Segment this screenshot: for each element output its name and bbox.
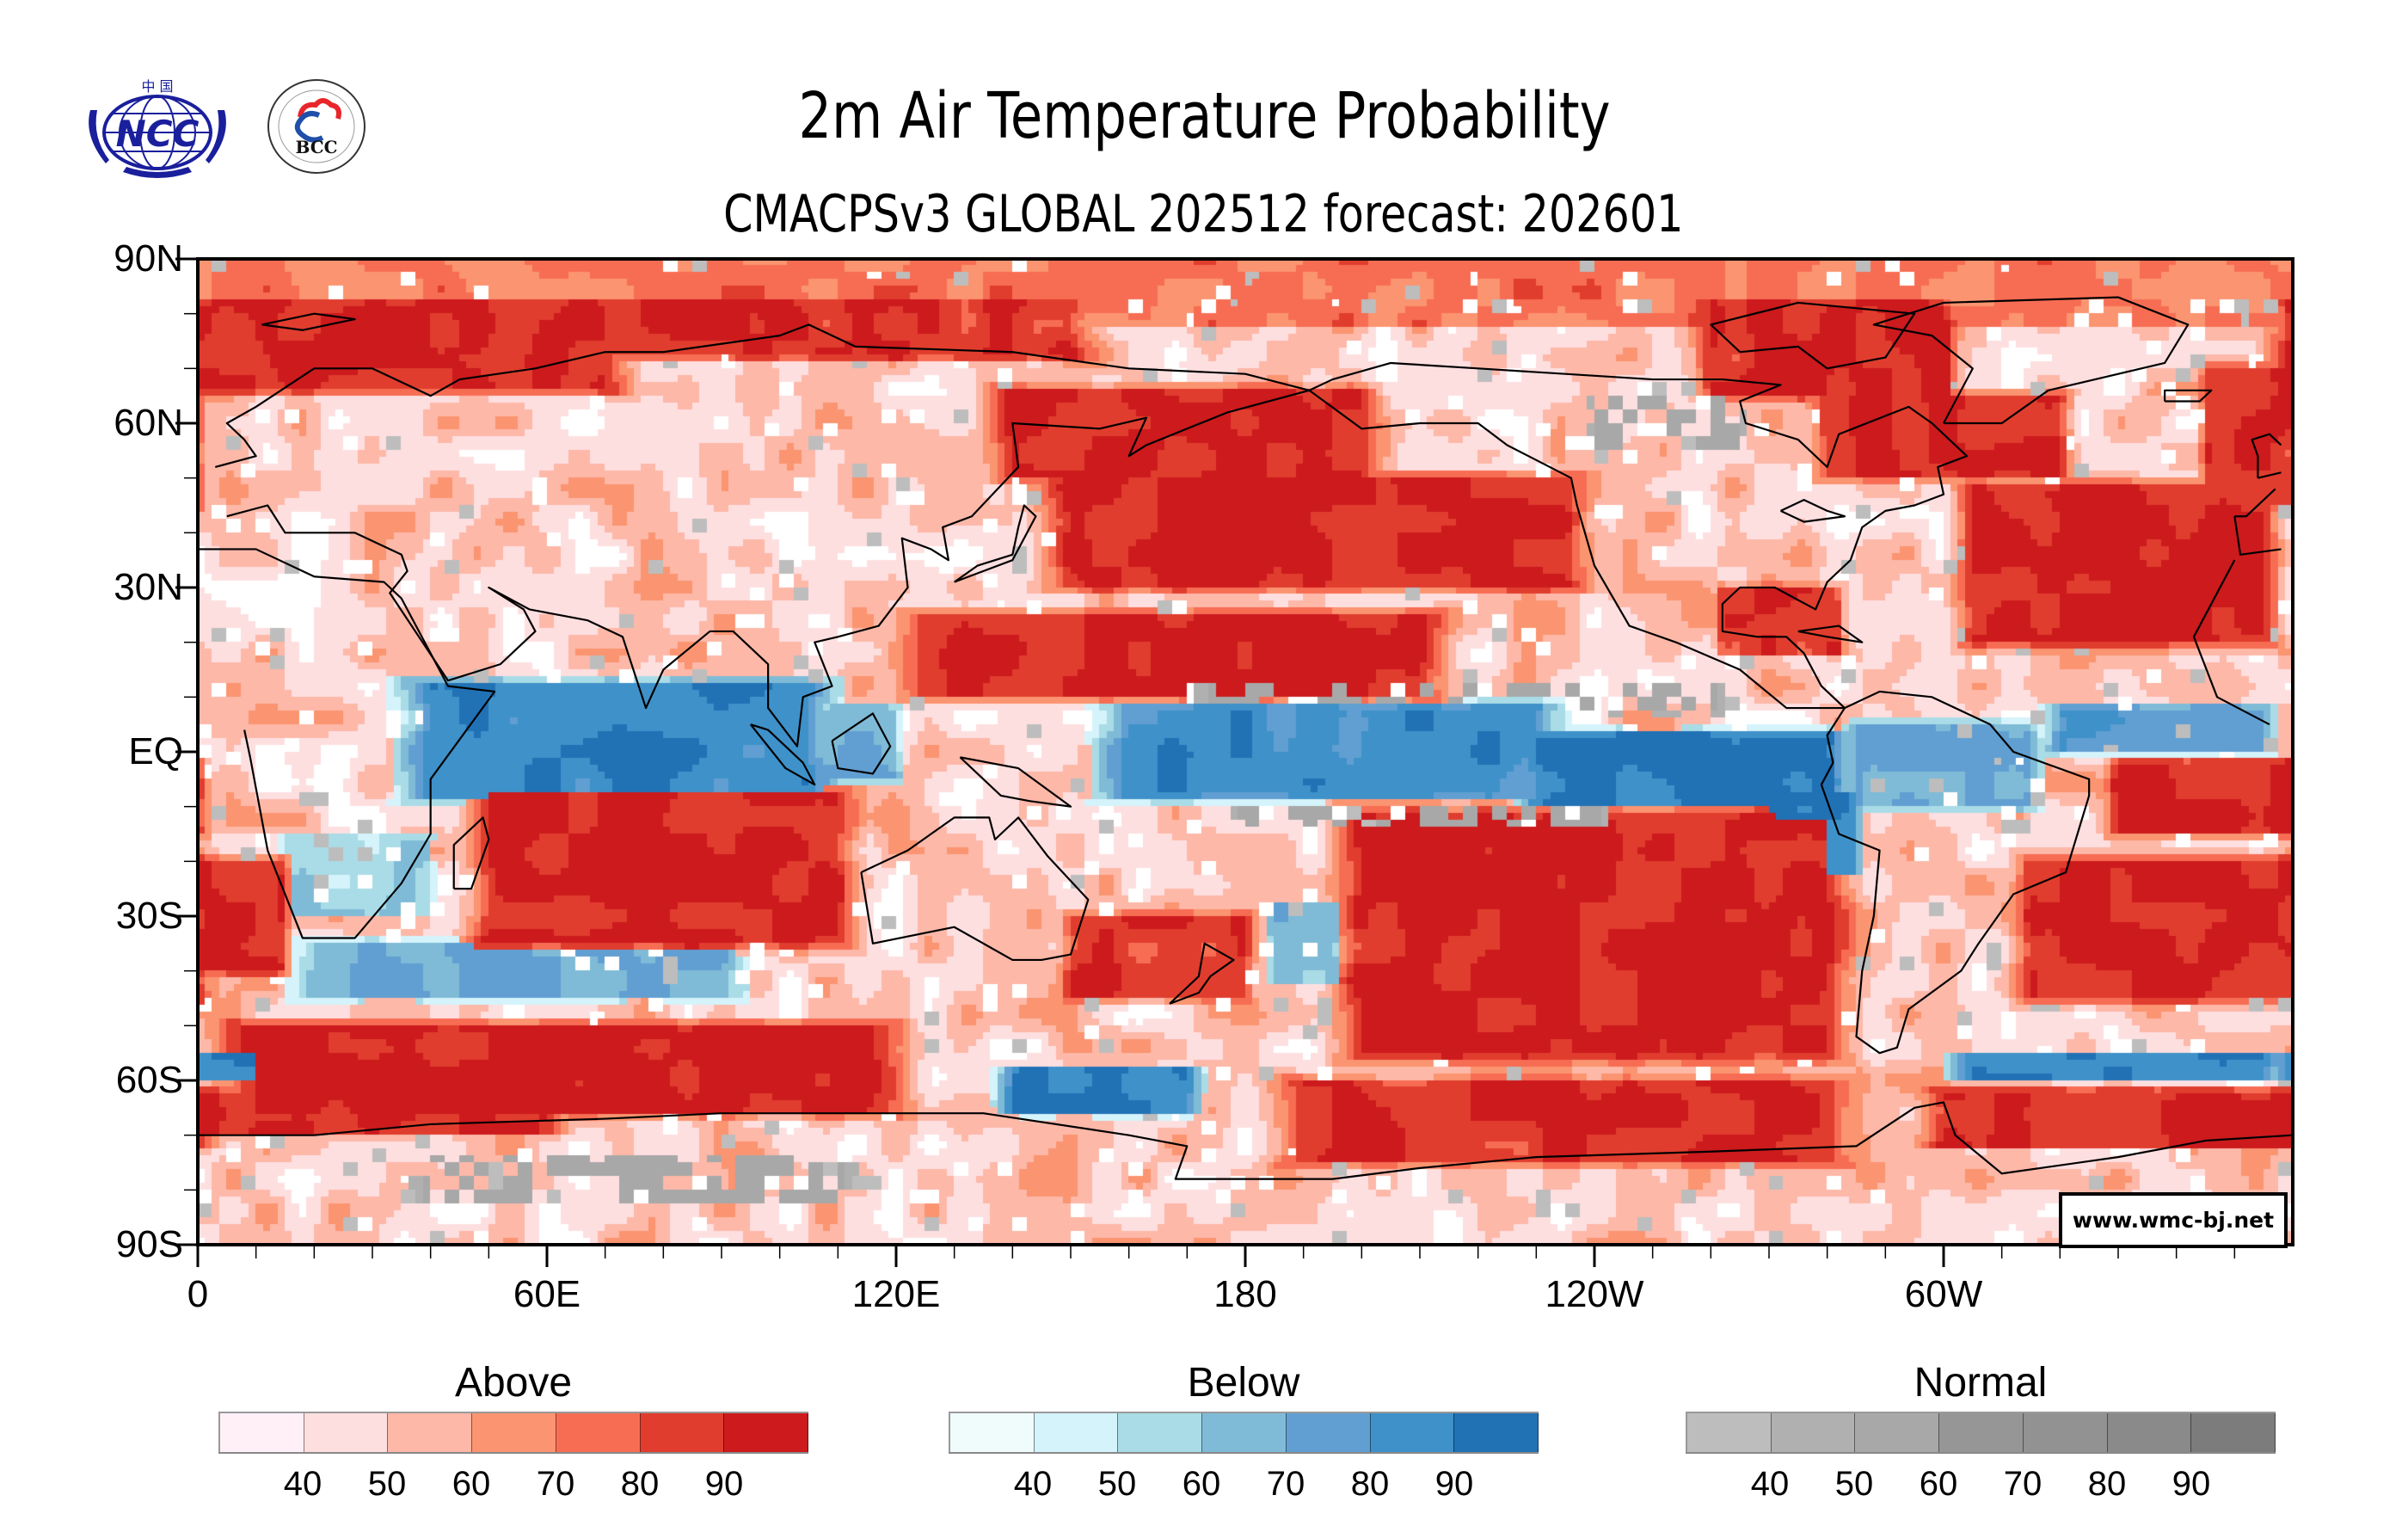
ncc-logo: NCC 中 国: [89, 78, 226, 178]
legend-normal-swatch: [1854, 1413, 1939, 1452]
legend-normal-swatch: [1938, 1413, 2023, 1452]
legend-above-swatch: [303, 1413, 388, 1452]
legend-below-label: 70: [1266, 1465, 1305, 1503]
legend-below-swatch: [1369, 1413, 1454, 1452]
legend-below-swatch: [949, 1413, 1034, 1452]
bcc-logo-text: BCC: [295, 137, 337, 157]
legend-normal-swatch: [1770, 1413, 1855, 1452]
lon-tick-label: 60W: [1904, 1273, 1983, 1315]
legend-normal-label: 60: [1919, 1465, 1958, 1503]
lat-tick-label: EQ: [128, 730, 183, 772]
legend-above-swatch: [471, 1413, 556, 1452]
legend-normal-label: 90: [2172, 1465, 2211, 1503]
legend-above-swatch: [555, 1413, 640, 1452]
ncc-logo-top-text: 中 国: [141, 78, 173, 95]
legend-normal-label: 70: [2003, 1465, 2042, 1503]
legend-below-swatch: [1201, 1413, 1286, 1452]
legend-below-label: 50: [1097, 1465, 1137, 1503]
legend-above-swatch: [218, 1413, 304, 1452]
legend-above-colorbar: [218, 1412, 809, 1454]
legend-above-title: Above: [454, 1360, 573, 1406]
ncc-logo-text: NCC: [116, 113, 200, 155]
map-subtitle: CMACPSv3 GLOBAL 202512 forecast: 202601: [723, 184, 1684, 244]
bcc-logo: BCC: [267, 79, 366, 174]
lat-tick-label: 30N: [114, 566, 183, 608]
watermark-box: www.wmc-bj.net: [2059, 1192, 2288, 1248]
lat-tick-label: 60N: [114, 402, 183, 444]
legend-above-label: 70: [536, 1465, 575, 1503]
legend-above-swatch: [387, 1413, 472, 1452]
legend-above-label: 60: [452, 1465, 491, 1503]
lat-tick-label: 30S: [115, 895, 183, 937]
legend-below-label: 40: [1013, 1465, 1053, 1503]
legend-normal-label: 50: [1834, 1465, 1874, 1503]
legend-normal-label: 80: [2087, 1465, 2127, 1503]
lon-tick-label: 180: [1213, 1273, 1277, 1315]
legend-below-colorbar: [949, 1412, 1539, 1454]
legend-above-label: 50: [367, 1465, 407, 1503]
legend-above-swatch: [639, 1413, 724, 1452]
legend-below-swatch: [1033, 1413, 1118, 1452]
lat-tick-label: 60S: [115, 1059, 183, 1101]
lon-tick-label: 60E: [513, 1273, 581, 1315]
lat-tick-label: 90N: [114, 237, 183, 280]
legend-below-swatch: [1285, 1413, 1370, 1452]
legend-normal-swatch: [2022, 1413, 2107, 1452]
probability-map-canvas[interactable]: [198, 259, 2293, 1245]
legend-above-label: 90: [704, 1465, 744, 1503]
legend-normal-swatch: [1686, 1413, 1771, 1452]
legend-below-swatch: [1453, 1413, 1539, 1452]
legend-above-swatch: [723, 1413, 809, 1452]
map-title: 2m Air Temperature Probability: [798, 79, 1611, 153]
lon-tick-label: 0: [187, 1273, 209, 1315]
legend-above-label: 40: [283, 1465, 322, 1503]
legend-normal-swatch: [2106, 1413, 2191, 1452]
legend-normal-colorbar: [1686, 1412, 2276, 1454]
lon-tick-label: 120E: [851, 1273, 941, 1315]
legend-below-title: Below: [1187, 1360, 1300, 1406]
lat-tick-label: 90S: [115, 1223, 183, 1265]
legend-normal-swatch: [2190, 1413, 2276, 1452]
legend-below-swatch: [1117, 1413, 1202, 1452]
legend-below-label: 90: [1434, 1465, 1474, 1503]
legend-above-label: 80: [620, 1465, 660, 1503]
lon-tick-label: 120W: [1545, 1273, 1644, 1315]
legend-below-label: 80: [1350, 1465, 1390, 1503]
watermark-text: www.wmc-bj.net: [2072, 1208, 2275, 1233]
legend-below-label: 60: [1182, 1465, 1221, 1503]
legend-normal-label: 40: [1750, 1465, 1790, 1503]
legend-normal-title: Normal: [1914, 1360, 2048, 1406]
